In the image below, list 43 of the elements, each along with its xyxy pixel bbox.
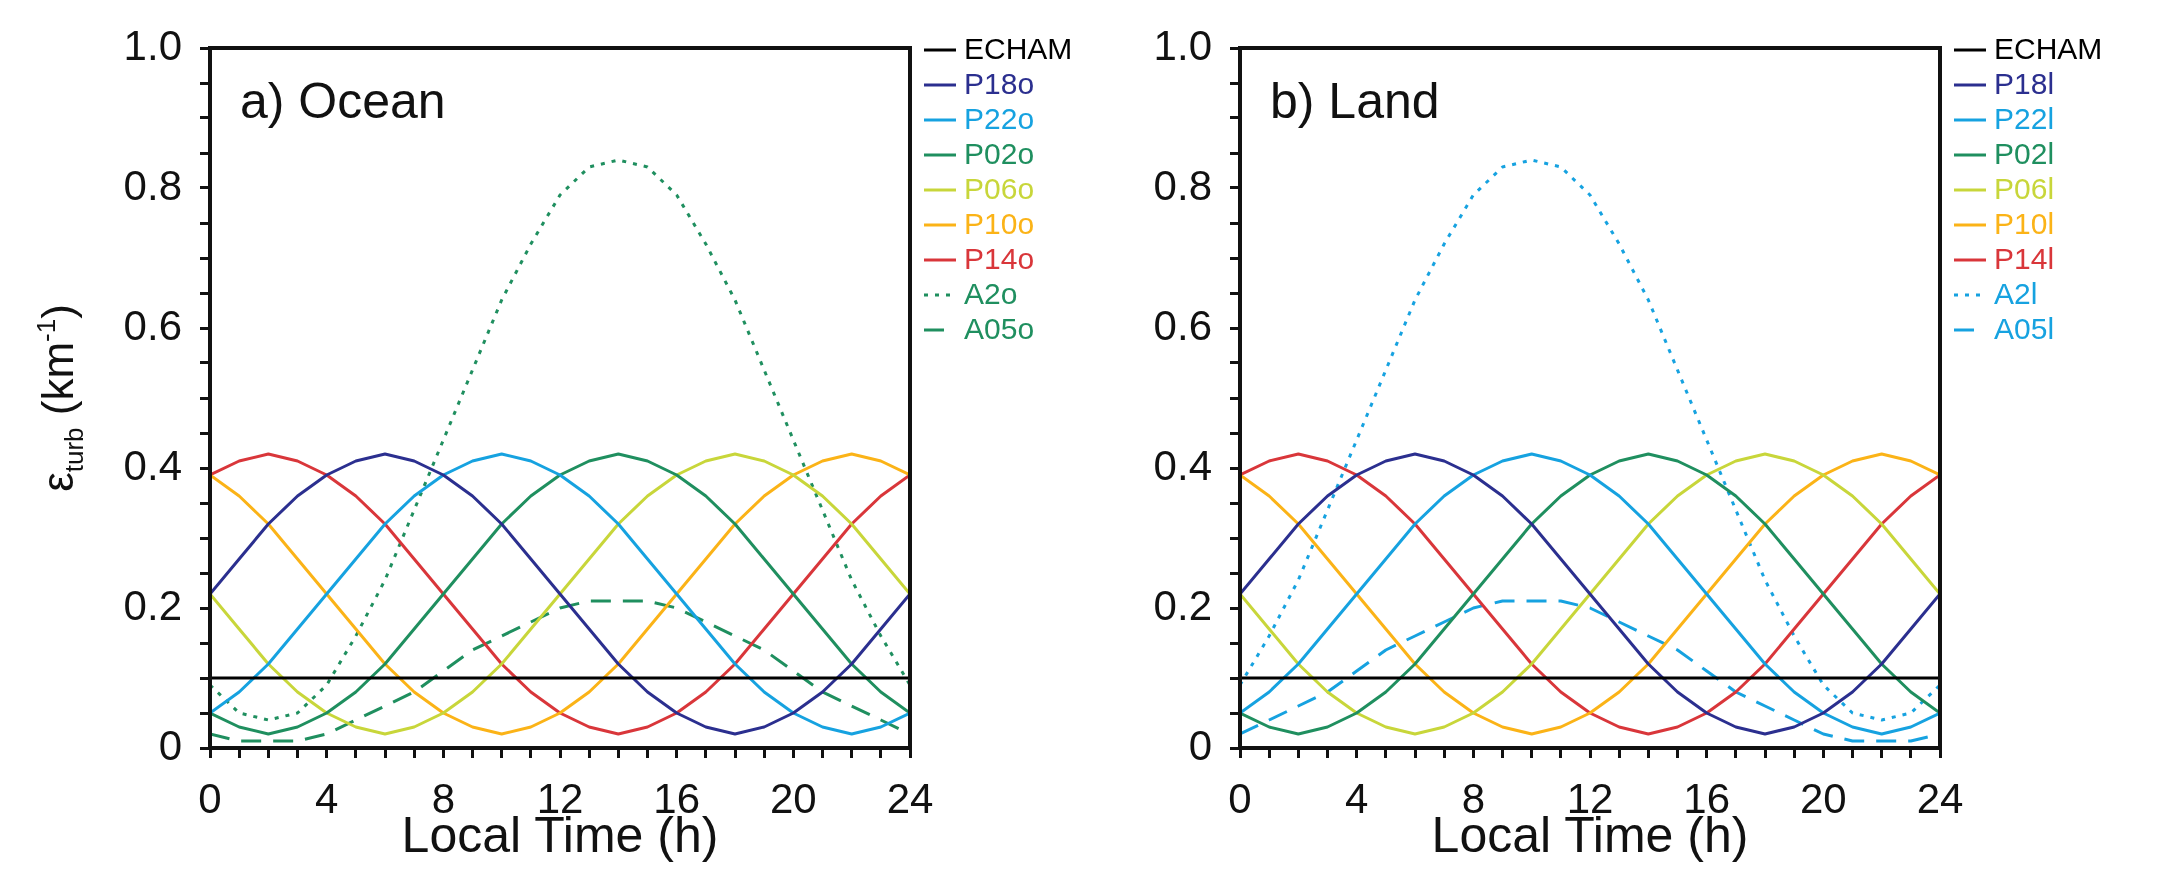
legend-label: ECHAM xyxy=(1994,32,2103,66)
legend-label: P18l xyxy=(1994,67,2055,101)
x-tick-label: 20 xyxy=(769,774,817,822)
x-tick-label: 4 xyxy=(1344,774,1369,822)
x-tick-label: 20 xyxy=(1799,774,1847,822)
line-series xyxy=(210,158,910,722)
y-tick-label: 0.8 xyxy=(123,161,182,209)
legend-label: P22l xyxy=(1994,102,2055,136)
x-tick-label: 0 xyxy=(1228,774,1252,822)
y-tick-label: 0.2 xyxy=(123,581,182,629)
legend-label: P14o xyxy=(964,242,1035,276)
y-tick-label: 0 xyxy=(158,721,182,769)
y-tick-label: 0.6 xyxy=(123,301,182,349)
y-tick-label: 1.0 xyxy=(1153,21,1212,69)
y-tick-label: 0.8 xyxy=(1153,161,1212,209)
legend-label: P06l xyxy=(1994,172,2055,206)
legend-label: P06o xyxy=(964,172,1035,206)
legend-label: P10l xyxy=(1994,207,2055,241)
text: a) Ocean xyxy=(240,73,446,129)
y-tick-label: 0.2 xyxy=(1153,581,1212,629)
y-tick-label: 0.6 xyxy=(1153,301,1212,349)
x-tick-label: 4 xyxy=(314,774,339,822)
x-tick-label: 0 xyxy=(198,774,222,822)
legend-label: P02o xyxy=(964,137,1035,171)
legend-label: P10o xyxy=(964,207,1035,241)
x-tick-label: 24 xyxy=(886,774,934,822)
y-tick-label: 0.4 xyxy=(123,441,182,489)
legend-label: ECHAM xyxy=(964,32,1073,66)
y-axis-title: εturb (km-1) xyxy=(31,304,89,492)
legend-label: A05o xyxy=(964,312,1035,346)
legend-label: A2l xyxy=(1994,277,2038,311)
y-tick-label: 0 xyxy=(1188,721,1212,769)
line-series xyxy=(1240,158,1940,722)
legend-label: A05l xyxy=(1994,312,2055,346)
x-tick-label: 24 xyxy=(1916,774,1964,822)
legend-label: P14l xyxy=(1994,242,2055,276)
legend-label: P02l xyxy=(1994,137,2055,171)
y-tick-label: 0.4 xyxy=(1153,441,1212,489)
legend-label: P18o xyxy=(964,67,1035,101)
legend-label: A2o xyxy=(964,277,1018,311)
legend-label: P22o xyxy=(964,102,1035,136)
text: b) Land xyxy=(1270,73,1440,129)
y-tick-label: 1.0 xyxy=(123,21,182,69)
